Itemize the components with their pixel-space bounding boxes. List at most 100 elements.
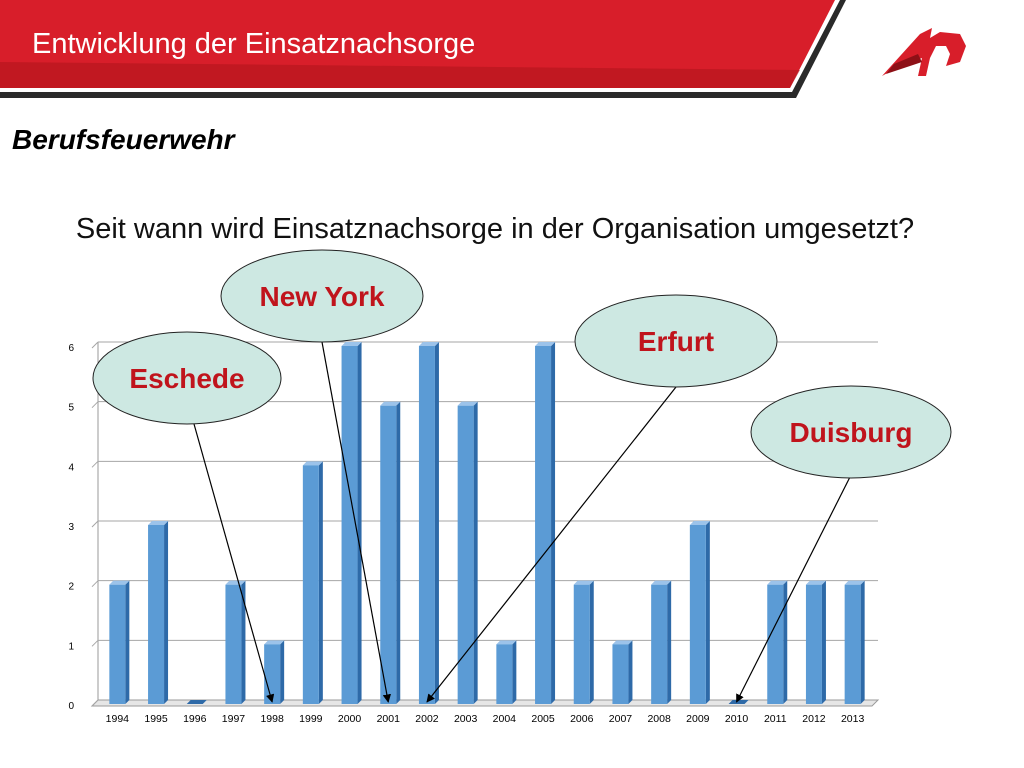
bar (225, 584, 242, 704)
bar-side (396, 401, 401, 704)
bar-top (457, 401, 478, 406)
bar (302, 465, 319, 704)
x-tick-label: 2011 (764, 713, 787, 725)
bar-top (767, 580, 788, 585)
bar-top (225, 580, 246, 585)
bar-side (125, 580, 130, 704)
callout-bubble (750, 385, 952, 479)
chart-question: Seit wann wird Einsatznachsorge in der O… (75, 213, 915, 245)
bar-top (573, 580, 594, 585)
y-tick-label: 1 (68, 641, 74, 652)
bar (496, 644, 513, 704)
bar-top (844, 580, 865, 585)
bar-top (148, 521, 169, 525)
chart-gridline-side (91, 341, 99, 349)
bar-top (418, 342, 439, 346)
x-tick-label: 2012 (802, 713, 826, 725)
bar (612, 644, 629, 704)
bar-side (434, 342, 439, 704)
chart-gridline-side (91, 699, 99, 707)
chart-gridline-side (91, 460, 99, 468)
bar-side (589, 580, 594, 704)
bar-top (805, 580, 826, 585)
bar-side (705, 521, 710, 704)
x-tick-label: 2004 (493, 713, 517, 725)
y-tick-label: 2 (68, 582, 74, 593)
bar (457, 405, 474, 704)
x-tick-label: 2010 (725, 713, 749, 725)
y-tick-label: 6 (68, 343, 74, 354)
title-bar-shade (0, 62, 800, 88)
bar-side (280, 640, 285, 704)
callout-label: New York (259, 281, 384, 312)
bar (148, 525, 165, 704)
bar-side (628, 640, 633, 704)
x-tick-label: 2008 (647, 713, 671, 725)
x-tick-label: 1995 (144, 713, 168, 725)
bar-top (302, 461, 323, 466)
chart-gridline-side (91, 580, 99, 588)
x-tick-label: 1998 (260, 713, 284, 725)
bar (109, 584, 126, 704)
bar (418, 346, 435, 704)
bar-side (164, 521, 169, 704)
bar (264, 644, 281, 704)
x-tick-label: 2001 (377, 713, 401, 725)
bar-side (860, 580, 865, 704)
bar (341, 346, 358, 704)
x-tick-label: 2002 (415, 713, 439, 725)
bar-side (667, 580, 672, 704)
x-tick-label: 2009 (686, 713, 710, 725)
bar (689, 525, 706, 704)
bar (651, 584, 668, 704)
y-tick-label: 0 (68, 701, 74, 712)
bar-side (821, 580, 826, 704)
callout-bubble (220, 249, 424, 343)
x-tick-label: 2005 (531, 713, 555, 725)
x-tick-label: 2013 (841, 713, 865, 725)
x-tick-label: 1997 (222, 713, 246, 725)
section-subtitle: Berufsfeuerwehr (12, 124, 235, 155)
x-tick-label: 1996 (183, 713, 207, 725)
x-tick-label: 1994 (106, 713, 130, 725)
chart-gridline-side (91, 639, 99, 647)
chart-floor (90, 699, 880, 707)
bar (535, 346, 552, 704)
bar-top (612, 640, 633, 645)
bar-top (380, 401, 401, 406)
callout-bubble (574, 294, 778, 388)
x-tick-label: 2003 (454, 713, 478, 725)
bar-side (512, 640, 517, 704)
callout-arrow (736, 472, 853, 703)
bar (805, 584, 822, 704)
bar (186, 700, 207, 704)
x-tick-label: 2000 (338, 713, 362, 725)
x-tick-label: 2007 (609, 713, 633, 725)
bar (844, 584, 861, 704)
y-tick-label: 5 (68, 403, 74, 414)
bar (573, 584, 590, 704)
bar-side (473, 401, 478, 704)
callout-bubble (92, 331, 282, 425)
bar-top (341, 342, 362, 346)
y-tick-label: 3 (68, 522, 74, 533)
bar (767, 584, 784, 704)
callout-label: Erfurt (638, 326, 714, 357)
bar-top (689, 521, 710, 525)
chart-gridline-side (91, 520, 99, 528)
bar-side (783, 580, 788, 704)
callout-label: Duisburg (790, 417, 913, 448)
bar-top (264, 640, 285, 645)
chart-gridline-side (91, 401, 99, 409)
bar-top (535, 342, 556, 346)
callout-label: Eschede (129, 363, 244, 394)
bar-top (496, 640, 517, 645)
logo-icon (882, 28, 966, 76)
page-title: Entwicklung der Einsatznachsorge (32, 28, 476, 60)
callout-arrow (321, 341, 392, 703)
title-bar-graphic (0, 0, 966, 98)
y-tick-label: 4 (68, 462, 74, 473)
x-tick-label: 2006 (570, 713, 594, 725)
title-bar: Entwicklung der Einsatznachsorge (0, 0, 1024, 100)
